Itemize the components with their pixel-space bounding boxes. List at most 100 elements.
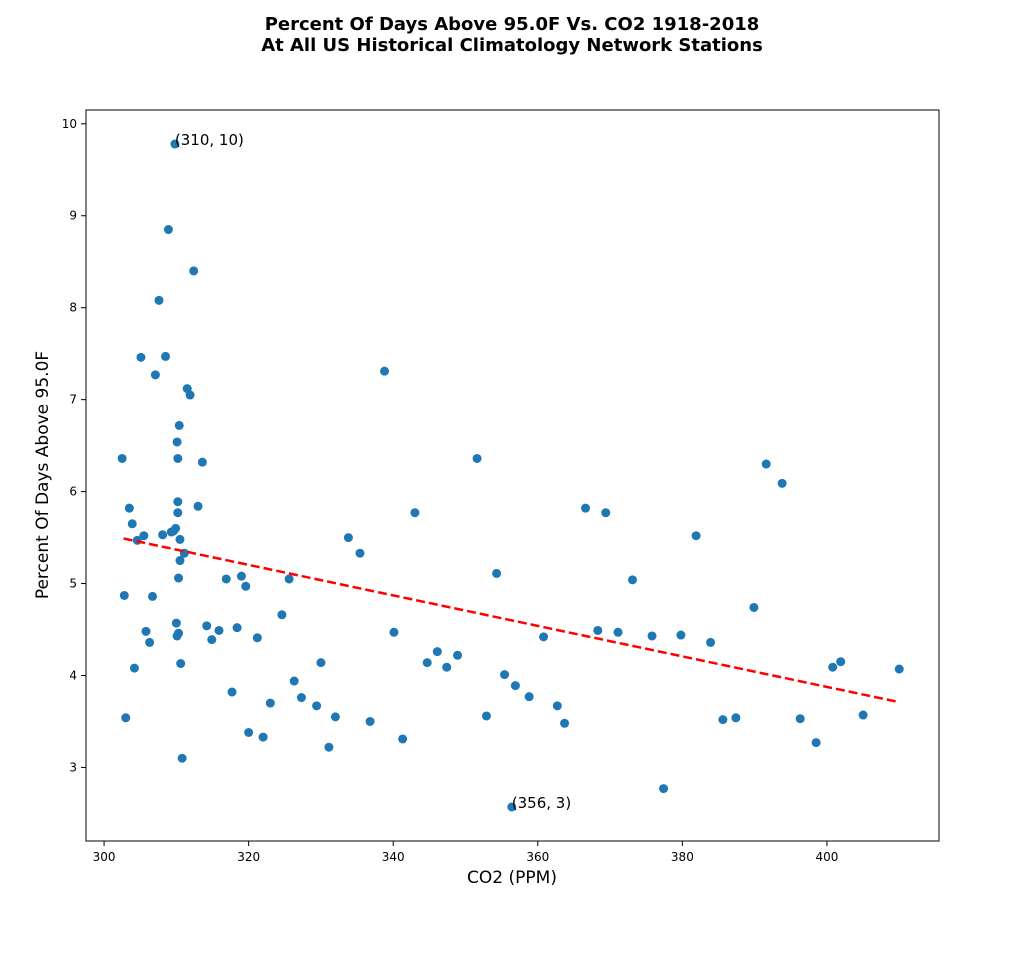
scatter-point — [324, 742, 334, 752]
scatter-point — [119, 590, 129, 600]
scatter-point — [472, 453, 482, 463]
scatter-point — [828, 662, 838, 672]
scatter-point — [189, 266, 199, 276]
scatter-point — [244, 728, 254, 737]
scatter-point — [647, 631, 657, 641]
scatter-point — [141, 626, 151, 636]
scatter-point — [177, 753, 187, 763]
scatter-point — [398, 734, 408, 744]
scatter-point — [174, 420, 184, 430]
scatter-point — [241, 581, 251, 591]
scatter-point — [507, 802, 517, 812]
scatter-point — [129, 663, 139, 673]
scatter-point — [524, 692, 534, 702]
scatter-point — [197, 457, 207, 467]
scatter-point — [676, 630, 686, 640]
scatter-point — [174, 628, 184, 638]
x-tick-label: 300 — [93, 850, 116, 864]
trend-line — [123, 537, 900, 704]
scatter-point — [173, 453, 183, 463]
y-tick-label: 7 — [69, 393, 77, 407]
scatter-point — [894, 664, 904, 674]
scatter-point — [174, 573, 184, 583]
x-axis-label: CO2 (PPM) — [467, 868, 557, 888]
scatter-point — [510, 681, 520, 691]
scatter-point — [232, 623, 242, 633]
scatter-point — [500, 670, 510, 680]
scatter-point — [121, 713, 131, 723]
scatter-point — [139, 531, 149, 541]
x-tick-label: 320 — [237, 850, 260, 864]
x-tick-label: 380 — [671, 850, 694, 864]
scatter-point — [481, 711, 491, 721]
scatter-point — [252, 633, 262, 643]
scatter-point — [777, 478, 787, 488]
scatter-point — [175, 534, 185, 544]
scatter-point — [117, 453, 127, 463]
y-tick-label: 6 — [69, 485, 77, 499]
point-annotation: (356, 3) — [512, 794, 571, 812]
scatter-point — [761, 459, 771, 469]
scatter-point — [185, 390, 195, 400]
scatter-point — [150, 370, 160, 380]
scatter-point — [601, 508, 611, 518]
scatter-point — [718, 715, 728, 725]
scatter-point — [316, 658, 326, 668]
scatter-point — [148, 591, 158, 601]
x-tick-label: 340 — [382, 850, 405, 864]
plot-frame — [85, 109, 940, 842]
scatter-point — [795, 714, 805, 724]
scatter-point — [560, 718, 570, 728]
scatter-point — [330, 712, 340, 722]
scatter-point — [749, 602, 759, 612]
scatter-point — [442, 662, 452, 672]
scatter-point — [343, 533, 353, 543]
scatter-point — [355, 548, 365, 558]
scatter-point — [173, 508, 183, 518]
scatter-point — [158, 530, 168, 540]
scatter-point — [154, 295, 164, 305]
scatter-point — [706, 637, 716, 647]
scatter-point — [811, 738, 821, 748]
scatter-point — [312, 701, 322, 711]
y-tick-label: 10 — [62, 117, 77, 131]
x-tick-label: 360 — [526, 850, 549, 864]
point-annotation: (310, 10) — [175, 131, 244, 149]
scatter-point — [289, 676, 299, 686]
scatter-point — [453, 650, 463, 660]
scatter-point — [136, 352, 146, 362]
scatter-point — [410, 508, 420, 518]
scatter-point — [389, 627, 399, 637]
scatter-point — [221, 574, 231, 584]
scatter-point — [731, 713, 741, 723]
scatter-point — [691, 531, 701, 541]
scatter-point — [163, 225, 173, 235]
scatter-point — [258, 732, 268, 742]
scatter-point — [265, 698, 275, 708]
y-tick-label: 4 — [69, 668, 77, 682]
scatter-point — [173, 497, 183, 507]
scatter-point — [202, 621, 212, 631]
scatter-point — [613, 627, 623, 637]
y-tick-label: 9 — [69, 209, 77, 223]
scatter-point — [176, 659, 186, 669]
scatter-point — [171, 523, 181, 533]
scatter-point — [539, 632, 549, 642]
scatter-point — [277, 610, 287, 620]
scatter-point — [380, 366, 390, 376]
scatter-point — [593, 625, 603, 635]
scatter-point — [296, 693, 306, 703]
scatter-point — [659, 784, 669, 794]
plot-area: (310, 10) (356, 3) 300 320 340 360 380 400 3 4 5 6 7… — [62, 109, 940, 864]
scatter-point — [193, 501, 203, 511]
scatter-point — [127, 519, 137, 529]
scatter-point — [628, 575, 637, 585]
y-tick-label: 8 — [69, 301, 77, 315]
scatter-point — [170, 139, 180, 149]
y-axis-label: Percent Of Days Above 95.0F — [33, 351, 53, 599]
scatter-point — [161, 351, 171, 361]
y-tick-label: 3 — [69, 760, 77, 774]
scatter-point — [836, 657, 846, 667]
